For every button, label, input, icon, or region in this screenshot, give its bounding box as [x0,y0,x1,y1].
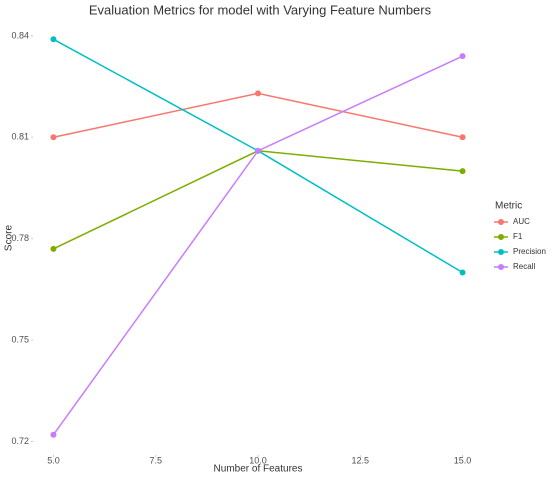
point [50,245,57,252]
point [50,431,57,438]
legend-swatch [498,264,504,270]
legend-swatch [498,234,504,240]
series-line [52,55,463,436]
x-tick-label: 10.0 [249,455,267,465]
point [50,36,57,43]
x-axis-label: Number of Features [214,464,303,475]
legend-swatch [498,219,504,225]
legend-label: Recall [513,262,535,271]
y-tick-label: 0.75 [11,334,29,344]
x-tick-label: 15.0 [454,455,472,465]
legend-label: AUC [513,217,530,226]
series-line [53,92,463,139]
x-tick-label: 12.5 [352,455,370,465]
y-axis-label: Score [4,225,15,252]
chart-title: Evaluation Metrics for model with Varyin… [89,2,432,17]
y-tick-label: 0.81 [11,132,29,142]
legend-title: Metric [495,201,522,212]
legend-label: Precision [513,247,546,256]
y-tick-label: 0.84 [11,30,29,40]
y-tick-label: 0.78 [11,233,29,243]
legend-swatch [498,249,504,255]
legend-label: F1 [513,232,523,241]
x-tick-label: 7.5 [149,455,162,465]
x-tick-label: 5.0 [47,455,60,465]
point [459,269,466,276]
point [459,134,466,141]
point [459,53,466,60]
point [459,168,466,175]
series-line [53,38,463,274]
point [255,147,261,154]
y-tick-label: 0.72 [11,436,29,446]
point [50,134,57,141]
point [255,90,261,97]
series-line [53,150,463,250]
